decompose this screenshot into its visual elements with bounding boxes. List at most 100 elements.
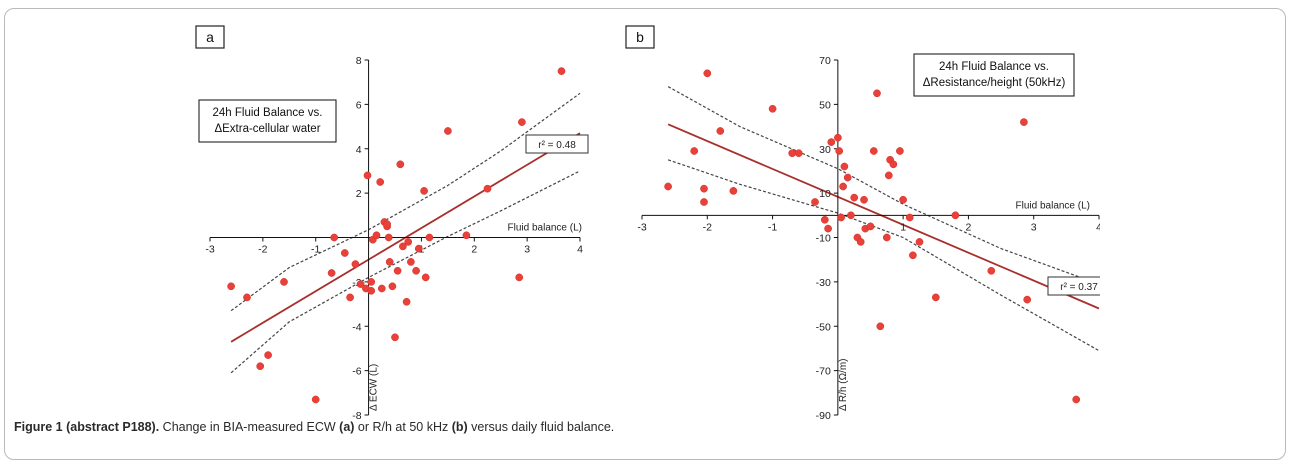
caption-tag-a: (a): [339, 420, 355, 434]
data-point: [856, 238, 865, 246]
y-tick-label: 2: [356, 188, 362, 200]
data-point: [227, 282, 235, 291]
data-point: [889, 160, 898, 169]
data-point: [412, 266, 420, 275]
y-tick-label: 10: [819, 188, 831, 200]
x-tick-label: 3: [524, 244, 530, 256]
data-point: [811, 198, 819, 206]
data-point: [396, 160, 405, 169]
data-point: [340, 249, 349, 257]
data-point: [768, 104, 777, 113]
data-point: [462, 231, 471, 240]
panel-label: a: [206, 29, 214, 45]
x-tick-label: 2: [471, 244, 477, 256]
data-point: [700, 198, 708, 206]
data-point: [367, 286, 376, 295]
x-tick-label: 1: [900, 221, 906, 233]
data-point: [351, 260, 360, 268]
chart-title-line: 24h Fluid Balance vs.: [939, 61, 1049, 73]
regression-line: [667, 123, 1100, 310]
data-point: [794, 149, 803, 158]
data-point: [264, 351, 272, 359]
data-point: [327, 269, 336, 277]
data-point: [876, 322, 885, 331]
data-point: [383, 220, 391, 229]
y-tick-label: 50: [819, 99, 831, 111]
y-tick-label: -30: [816, 277, 831, 289]
ci-lower-line: [230, 170, 581, 374]
data-point: [372, 231, 381, 240]
data-point: [884, 171, 893, 180]
y-tick-label: 4: [356, 144, 362, 156]
y-axis-title: Δ ECW (L): [369, 364, 380, 411]
data-point: [882, 233, 891, 242]
data-point: [425, 233, 434, 242]
y-tick-label: -6: [352, 366, 361, 378]
data-point: [847, 211, 855, 220]
data-point: [837, 213, 845, 222]
data-point: [824, 224, 832, 233]
data-point: [866, 222, 875, 231]
data-point: [402, 297, 411, 306]
x-tick-label: 3: [1031, 221, 1037, 233]
data-point: [1023, 295, 1032, 304]
x-axis-title: Fluid balance (L): [508, 223, 582, 234]
data-point: [909, 251, 917, 260]
caption-text-3: versus daily fluid balance.: [467, 420, 615, 434]
data-point: [835, 147, 844, 155]
x-tick-label: -2: [258, 244, 267, 256]
data-point: [843, 173, 852, 182]
y-tick-label: 30: [819, 144, 831, 156]
data-point: [385, 258, 394, 266]
x-tick-label: 2: [966, 221, 972, 233]
chart-title-line: ΔResistance/height (50kHz): [923, 77, 1066, 89]
r-squared-box: [1047, 276, 1100, 296]
data-point: [399, 242, 407, 251]
caption-text-1: Change in BIA-measured ECW: [159, 420, 340, 434]
panel-label-box: [625, 25, 655, 49]
y-tick-label: -10: [816, 233, 831, 245]
data-point: [899, 195, 907, 204]
data-point: [703, 69, 712, 78]
data-point: [1020, 118, 1028, 126]
data-point: [860, 195, 868, 204]
data-point: [834, 133, 842, 142]
chart-title-box: [198, 99, 337, 143]
y-tick-label: -50: [816, 321, 831, 333]
data-point: [444, 127, 452, 135]
x-tick-label: 4: [1096, 221, 1100, 233]
data-point: [1072, 395, 1081, 404]
data-point: [873, 89, 881, 98]
x-tick-label: -1: [768, 221, 777, 233]
data-point: [869, 147, 878, 155]
x-tick-label: -3: [205, 244, 214, 256]
caption-lead: Figure 1 (abstract P188).: [14, 420, 160, 434]
data-point: [243, 293, 251, 302]
data-point: [363, 171, 372, 180]
caption-text-2: or R/h at 50 kHz: [354, 420, 452, 434]
figure-caption: Figure 1 (abstract P188). Change in BIA-…: [14, 420, 614, 434]
data-point: [414, 244, 423, 253]
data-point: [311, 395, 320, 404]
y-tick-label: -70: [816, 366, 831, 378]
data-point: [388, 282, 397, 291]
data-point: [729, 187, 738, 195]
data-point: [404, 238, 413, 246]
data-point: [557, 67, 566, 75]
data-point: [905, 213, 914, 222]
data-point: [700, 184, 708, 193]
data-point: [421, 273, 430, 282]
ci-upper-line: [667, 86, 1100, 285]
chart-title-box: [913, 53, 1075, 97]
caption-tag-b: (b): [451, 420, 468, 434]
data-point: [376, 178, 385, 186]
data-point: [840, 162, 849, 171]
data-point: [367, 278, 376, 286]
data-point: [420, 187, 428, 195]
data-point: [483, 184, 492, 193]
data-point: [280, 278, 288, 286]
x-axis-title: Fluid balance (L): [1016, 200, 1090, 211]
data-point: [839, 182, 847, 191]
x-tick-label: -2: [703, 221, 712, 233]
chart-panel-b: b -3 -2 -1 1 2 3 4 -90 -70 -50 -30 -10 10 30 50 70 Fluid …: [625, 25, 1100, 422]
